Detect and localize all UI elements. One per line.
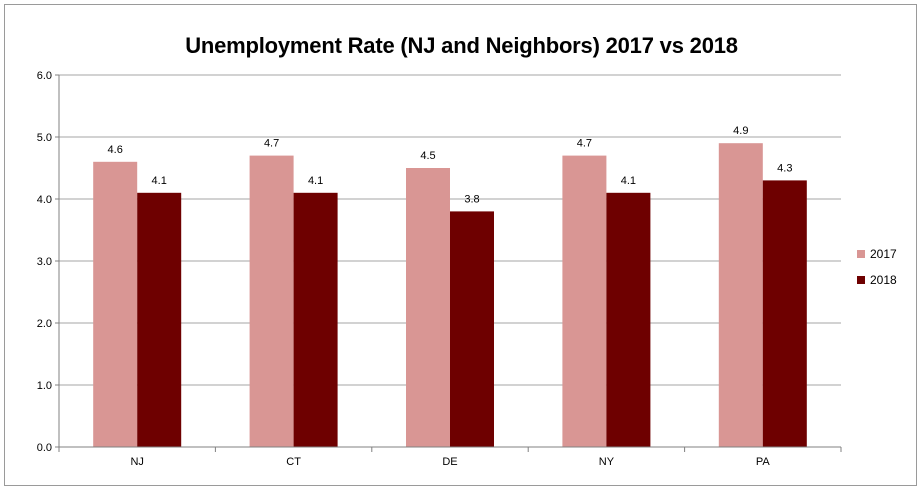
data-label: 3.8 bbox=[464, 193, 479, 205]
x-tick-label: DE bbox=[442, 456, 457, 468]
data-label: 4.1 bbox=[308, 175, 323, 187]
bars bbox=[93, 143, 807, 448]
bar-2017-NJ bbox=[93, 161, 138, 448]
data-label: 4.9 bbox=[733, 125, 748, 137]
axes: 0.0 1.0 2.0 3.0 4.0 5.0 6.0 NJ CT DE NY PA bbox=[37, 70, 842, 468]
bar-2018-NJ bbox=[137, 192, 182, 447]
bar-2018-NY bbox=[606, 192, 651, 447]
x-tick-label: PA bbox=[756, 456, 771, 468]
data-label: 4.6 bbox=[108, 144, 123, 156]
chart-title: Unemployment Rate (NJ and Neighbors) 201… bbox=[185, 33, 738, 58]
y-tick-label: 3.0 bbox=[37, 256, 52, 268]
chart-frame: Unemployment Rate (NJ and Neighbors) 201… bbox=[4, 4, 917, 486]
x-tick-label: NY bbox=[599, 456, 615, 468]
x-tick-label: NJ bbox=[130, 456, 143, 468]
x-tick-label: CT bbox=[286, 456, 301, 468]
legend-swatch bbox=[857, 250, 865, 258]
bar-2018-PA bbox=[762, 180, 807, 447]
data-label: 4.1 bbox=[152, 175, 167, 187]
data-label: 4.7 bbox=[264, 138, 279, 150]
legend-label: 2017 bbox=[870, 247, 897, 261]
bar-2017-PA bbox=[718, 143, 763, 447]
data-label: 4.7 bbox=[577, 138, 592, 150]
y-tick-label: 1.0 bbox=[37, 380, 52, 392]
bar-2018-CT bbox=[293, 192, 338, 447]
bar-2017-CT bbox=[249, 155, 294, 447]
data-label: 4.1 bbox=[621, 175, 636, 187]
bar-2017-NY bbox=[562, 155, 607, 447]
y-tick-label: 2.0 bbox=[37, 318, 52, 330]
y-tick-label: 4.0 bbox=[37, 194, 52, 206]
legend-swatch bbox=[857, 276, 865, 284]
data-label: 4.5 bbox=[420, 150, 435, 162]
bar-2018-DE bbox=[450, 211, 494, 447]
legend: 2017 2018 bbox=[857, 247, 897, 287]
bar-chart: 4.6 4.1 4.7 4.1 4.5 3.8 4.7 4.1 4.9 4.3 0.0 1.0 2.0… bbox=[37, 70, 897, 468]
data-labels: 4.6 4.1 4.7 4.1 4.5 3.8 4.7 4.1 4.9 4.3 bbox=[108, 125, 793, 205]
y-tick-label: 0.0 bbox=[37, 442, 52, 454]
bar-2017-DE bbox=[406, 168, 450, 447]
data-label: 4.3 bbox=[777, 162, 792, 174]
legend-label: 2018 bbox=[870, 273, 897, 287]
y-tick-label: 6.0 bbox=[37, 70, 52, 82]
y-tick-label: 5.0 bbox=[37, 132, 52, 144]
